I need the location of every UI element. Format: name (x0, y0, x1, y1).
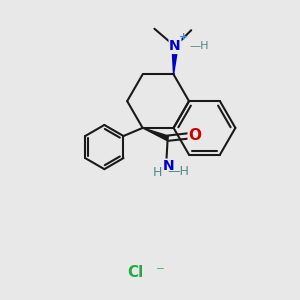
Text: O: O (188, 128, 201, 143)
Text: N: N (169, 39, 181, 53)
Polygon shape (142, 128, 169, 140)
Text: —H: —H (190, 41, 209, 51)
Text: H: H (153, 167, 162, 179)
Text: +: + (178, 32, 188, 42)
Text: —H: —H (167, 165, 189, 178)
Polygon shape (172, 46, 178, 74)
Text: ⁻: ⁻ (156, 263, 165, 281)
Text: Cl: Cl (127, 265, 143, 280)
Text: N: N (163, 159, 174, 173)
